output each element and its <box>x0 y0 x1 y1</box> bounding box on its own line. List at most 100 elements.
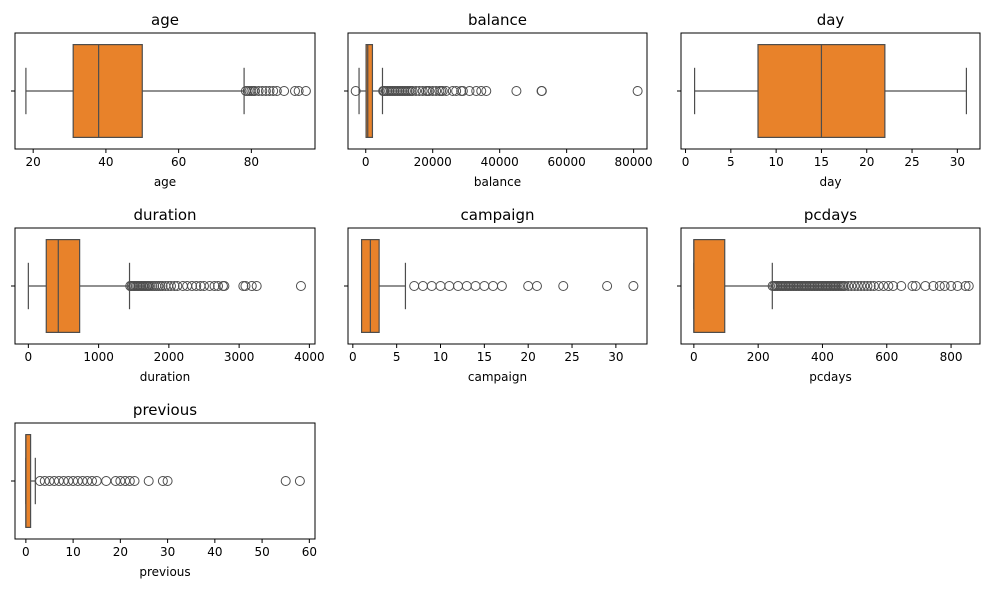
outlier-point <box>488 281 499 291</box>
outlier-point <box>868 281 879 291</box>
outlier-point <box>496 281 507 291</box>
subplot-day: day 0 5 10 15 20 25 30 day <box>677 11 981 189</box>
x-tick-label: 40000 <box>481 155 519 169</box>
outlier-point <box>101 476 112 486</box>
outlier-point <box>410 86 421 96</box>
outlier-point <box>279 86 290 96</box>
outlier-point <box>300 86 311 96</box>
subplot-campaign: campaign 0 5 10 15 20 25 30 campaign <box>344 206 648 384</box>
x-tick-label: 60 <box>302 545 317 559</box>
x-tick-label: 10 <box>433 350 448 364</box>
x-axis-label: balance <box>474 175 521 189</box>
outlier-point <box>946 281 957 291</box>
outlier-point <box>888 281 899 291</box>
outlier-point <box>427 86 438 96</box>
outlier-point <box>219 281 230 291</box>
outlier-point <box>204 281 215 291</box>
outlier-point <box>426 281 437 291</box>
box-iqr <box>25 434 32 529</box>
outlier-point <box>878 281 889 291</box>
outlier-point <box>481 86 492 96</box>
x-tick-label: 4000 <box>294 350 325 364</box>
x-tick-label: 15 <box>814 155 829 169</box>
outlier-point <box>129 476 140 486</box>
outlier-point <box>471 86 482 96</box>
outlier-point <box>238 281 249 291</box>
x-tick-label: 0 <box>349 350 357 364</box>
x-tick-label: 5 <box>727 155 735 169</box>
x-tick-label: 50 <box>254 545 269 559</box>
outlier-point <box>417 86 428 96</box>
subplot-title: age <box>151 11 179 29</box>
outlier-point <box>628 281 639 291</box>
outlier-point <box>444 281 455 291</box>
x-tick-label: 20 <box>113 545 128 559</box>
outlier-point <box>479 281 490 291</box>
x-axis-label: duration <box>140 370 191 384</box>
x-tick-label: 600 <box>875 350 898 364</box>
outlier-point <box>928 281 939 291</box>
box-iqr <box>365 43 374 139</box>
outlier-point <box>157 476 168 486</box>
x-tick-label: 0 <box>22 545 30 559</box>
outlier-point <box>260 86 271 96</box>
outlier-point <box>431 86 442 96</box>
outlier-point <box>295 281 306 291</box>
outlier-point <box>191 281 202 291</box>
outlier-point <box>523 281 534 291</box>
outlier-point <box>920 281 931 291</box>
subplot-previous: previous 0 10 20 30 40 50 60 previous <box>11 401 317 579</box>
outlier-point <box>213 281 224 291</box>
x-tick-label: 800 <box>940 350 963 364</box>
subplot-balance: balance 0 20000 40000 60000 80000 balance <box>344 11 653 189</box>
outlier-point <box>896 281 907 291</box>
outlier-point <box>865 281 876 291</box>
outlier-point <box>157 281 168 291</box>
x-axis-label: campaign <box>468 370 527 384</box>
x-axis-label: age <box>154 175 176 189</box>
x-tick-label: 0 <box>25 350 33 364</box>
outlier-point <box>441 86 452 96</box>
x-axis-label: previous <box>139 565 190 579</box>
subplot-age: age 20 40 60 80 age <box>11 11 316 189</box>
x-tick-label: 20 <box>26 155 41 169</box>
outlier-point <box>280 476 291 486</box>
x-tick-label: 30 <box>950 155 965 169</box>
outlier-point <box>271 86 282 96</box>
outlier-point <box>293 86 304 96</box>
outlier-point <box>859 281 870 291</box>
x-tick-label: 0 <box>690 350 698 364</box>
outlier-point <box>268 86 279 96</box>
outlier-point <box>414 86 425 96</box>
x-tick-label: 60 <box>171 155 186 169</box>
outlier-point <box>862 281 873 291</box>
outlier-point <box>240 281 251 291</box>
outlier-point <box>246 281 257 291</box>
outlier-point <box>457 86 468 96</box>
outlier-point <box>350 86 361 96</box>
outlier-point <box>424 86 435 96</box>
x-tick-label: 20 <box>859 155 874 169</box>
outlier-point <box>165 281 176 291</box>
subplot-title: balance <box>468 11 527 29</box>
x-tick-label: 80 <box>244 155 259 169</box>
outlier-point <box>453 281 464 291</box>
x-tick-label: 2000 <box>154 350 185 364</box>
x-tick-label: 0 <box>362 155 370 169</box>
outlier-point <box>172 281 183 291</box>
x-tick-label: 25 <box>904 155 919 169</box>
outlier-point <box>852 281 863 291</box>
outlier-point <box>407 86 418 96</box>
outlier-point <box>447 86 458 96</box>
x-tick-label: 10 <box>768 155 783 169</box>
outlier-point <box>251 281 262 291</box>
x-tick-label: 30 <box>160 545 175 559</box>
outlier-point <box>952 281 963 291</box>
outlier-point <box>470 281 481 291</box>
outlier-point <box>558 281 569 291</box>
x-tick-label: 30 <box>608 350 623 364</box>
outlier-point <box>209 281 220 291</box>
x-tick-label: 10 <box>65 545 80 559</box>
outlier-point <box>632 86 643 96</box>
